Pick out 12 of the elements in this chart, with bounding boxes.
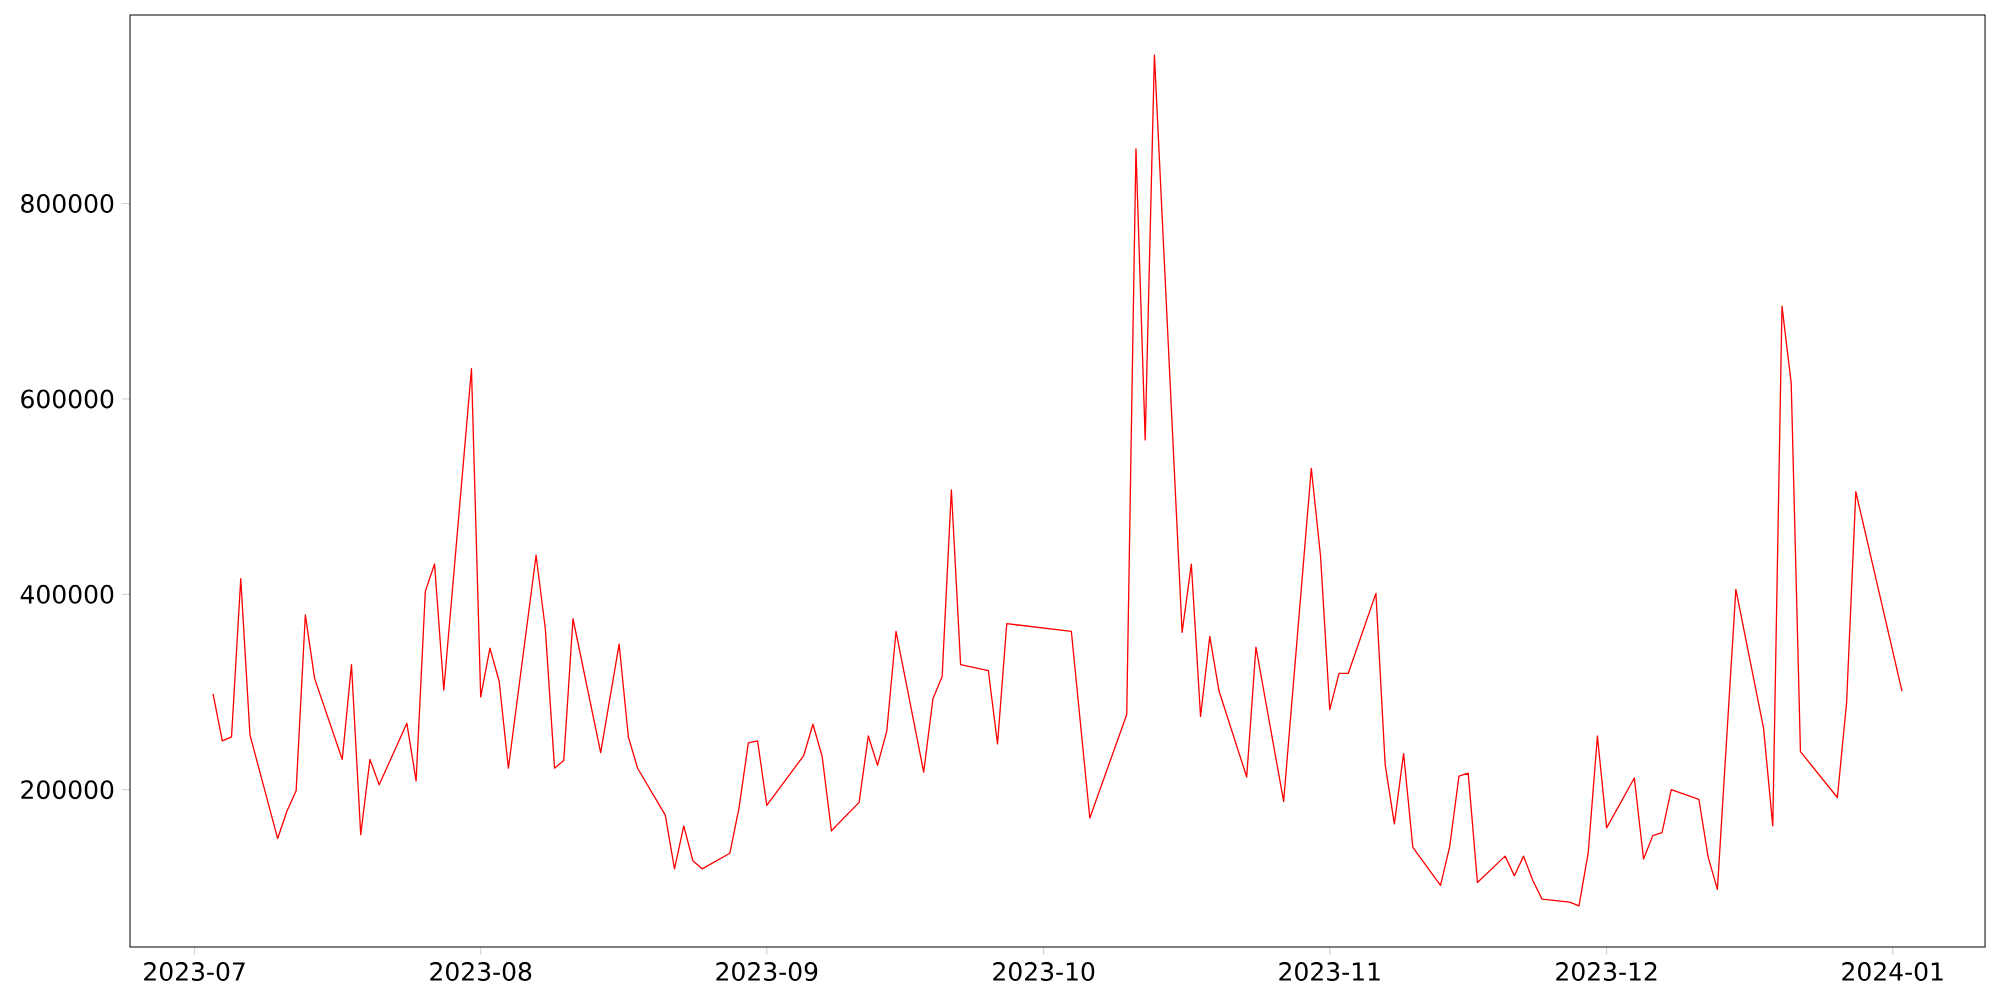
y-tick-label: 800000 [21,194,114,213]
x-tick-label: 2023-08 [430,962,532,981]
x-tick-label: 2023-12 [1556,962,1657,981]
x-tick-label: 2023-11 [1279,962,1380,981]
line-series [212,54,1903,907]
x-tick-label: 2024-01 [1842,962,1943,981]
x-tick-label: 2023-09 [716,962,818,981]
x-tick-label: 2023-10 [993,962,1095,981]
y-tick-label: 200000 [21,780,114,800]
y-tick-label: 400000 [20,584,114,604]
y-tick-label: 600000 [21,389,114,409]
x-tick-label: 2023-07 [144,962,245,981]
